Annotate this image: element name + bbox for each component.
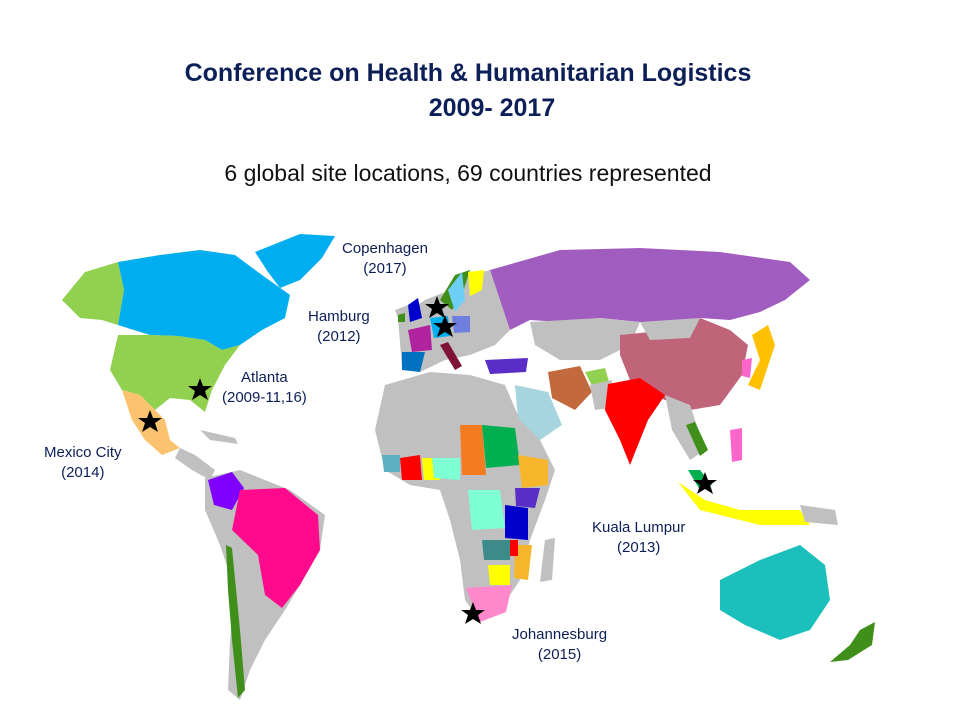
philippines <box>730 428 742 462</box>
mozambique <box>514 545 532 580</box>
subtitle: 6 global site locations, 69 countries re… <box>224 160 712 186</box>
saudi <box>515 385 562 440</box>
site-stars <box>138 296 717 624</box>
poland <box>452 316 470 333</box>
spain <box>402 352 425 372</box>
greenland <box>255 234 335 288</box>
title-line-1: Conference on Health & Humanitarian Logi… <box>184 59 752 87</box>
italy <box>440 342 462 370</box>
caribbean <box>200 430 238 444</box>
nigeria <box>432 458 460 480</box>
new-zealand <box>830 622 875 662</box>
chile <box>226 545 245 698</box>
city-years: (2013) <box>617 539 661 556</box>
ireland <box>398 313 405 322</box>
uk <box>408 298 422 322</box>
city-name: Johannesburg <box>512 626 608 643</box>
iceland <box>395 305 410 318</box>
title-line-2: 2009- 2017 <box>428 94 556 122</box>
turkey <box>485 358 528 374</box>
ethiopia <box>518 455 548 488</box>
vietnam <box>686 422 708 456</box>
city-years: (2015) <box>537 646 582 663</box>
france <box>408 325 432 352</box>
kuala-lumpur-star <box>693 472 717 494</box>
sweden <box>448 272 465 312</box>
label-mexico-city: Mexico City (2014) <box>44 443 122 483</box>
egypt <box>475 380 510 412</box>
botswana <box>488 565 510 585</box>
mexico-city-star <box>138 410 162 432</box>
iran <box>548 366 592 410</box>
australia <box>720 545 830 640</box>
atlanta-star <box>188 378 212 400</box>
johannesburg-star <box>461 602 485 624</box>
city-name: Copenhagen <box>342 240 428 257</box>
central-america <box>175 448 215 480</box>
city-name: Hamburg <box>308 308 370 325</box>
label-hamburg: Hamburg (2012) <box>308 307 370 347</box>
madagascar <box>540 538 555 582</box>
hamburg-star <box>433 315 457 337</box>
west-africa-1 <box>400 455 422 480</box>
copenhagen-star <box>425 296 449 318</box>
west-africa-3 <box>382 455 400 472</box>
sudan <box>482 425 520 468</box>
label-johannesburg: Johannesburg (2015) <box>512 625 607 665</box>
mongolia <box>640 318 700 340</box>
korea <box>742 358 752 378</box>
tanzania <box>505 505 528 540</box>
brazil <box>232 488 320 608</box>
canada <box>118 250 290 350</box>
indonesia <box>678 482 810 525</box>
kenya <box>515 488 540 508</box>
city-name: Mexico City <box>44 444 122 461</box>
label-kuala-lumpur: Kuala Lumpur (2013) <box>592 518 685 558</box>
label-copenhagen: Copenhagen (2017) <box>342 239 428 279</box>
russia <box>490 248 810 330</box>
japan <box>748 325 775 390</box>
alaska <box>62 262 124 325</box>
malawi <box>510 540 518 556</box>
india <box>605 378 665 465</box>
drc <box>468 490 505 530</box>
finland <box>468 270 484 296</box>
city-years: (2014) <box>61 464 105 481</box>
zambia <box>482 540 510 560</box>
city-years: (2017) <box>363 260 407 277</box>
city-years: (2009-11,16) <box>222 389 307 406</box>
usa <box>110 335 240 412</box>
label-atlanta: Atlanta (2009-11,16) <box>222 368 307 408</box>
city-name: Atlanta <box>241 369 288 386</box>
png <box>800 505 838 525</box>
central-asia <box>530 318 640 360</box>
city-years: (2012) <box>317 328 361 345</box>
city-name: Kuala Lumpur <box>592 519 686 536</box>
colombia <box>208 472 244 510</box>
chad <box>460 425 486 475</box>
